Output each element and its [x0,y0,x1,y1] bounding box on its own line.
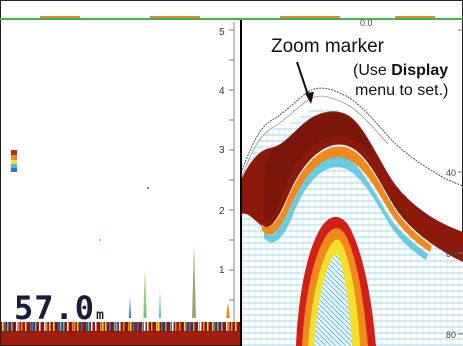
zoom-scale-label: 80 [446,330,456,340]
bottom-echo-stripe [91,322,93,331]
bottom-echo-stripe [72,322,74,331]
bottom-echo-stripe [46,322,48,331]
zoom-marker-callout-title: Zoom marker [271,36,384,57]
bottom-echo-stripe [172,322,174,331]
bottom-echo-stripe [86,322,88,331]
zoom-scale-label: 0.0 [360,18,373,28]
bottom-echo-stripe [189,322,191,331]
bottom-echo-stripes [2,322,237,331]
bottom-echo-stripe [30,322,32,331]
bottom-echo-stripe [175,322,177,331]
bottom-echo-stripe [53,322,55,331]
depth-unit: m [96,308,105,323]
bottom-echo-stripe [18,322,20,331]
zoom-marker-line [241,87,463,187]
bottom-echo-stripe [137,322,139,331]
bottom-echo-stripe [63,322,65,331]
zoom-marker-arrow-icon [296,61,314,104]
bottom-echo-stripe [11,322,13,331]
bottom-echo-stripe [74,322,76,331]
bottom-echo-stripe [25,322,27,331]
bottom-echo-stripe [58,322,60,331]
bottom-echo-stripe [200,322,202,331]
bottom-echo-band [1,322,241,345]
zoom-scale-ticks [458,29,463,335]
bottom-echo-stripe [179,322,181,331]
bottom-echo-stripe [147,322,149,331]
zoom-marker-callout-line2: menu to set.) [355,82,449,99]
bottom-echo-stripe [123,322,125,331]
bottom-echo-stripe [60,322,62,331]
bottom-echo-stripe [4,322,6,331]
bottom-echo-stripe [81,322,83,331]
zoom-scale-label: 60 [446,249,456,259]
zoom-scale-label: 40 [446,168,456,178]
history-pane: 5 4 3 2 1 [1,22,241,345]
bottom-echo-stripe [217,322,219,331]
bottom-echo-stripe [151,322,153,331]
fish-echoes [99,187,230,318]
history-scale-ticks [229,29,234,301]
history-scale-label: 2 [219,206,225,217]
bottom-echo-stripe [165,322,167,331]
depth-value: 57.0 [14,289,96,327]
surface-clutter [40,16,435,18]
bottom-echo-stripe [39,322,41,331]
bottom-echo-stripe [116,322,118,331]
bottom-echo-stripe [2,322,4,331]
bottom-echo-stripe [158,322,160,331]
bottom-echo-stripe [142,322,144,331]
bottom-echo-stripe [35,322,37,331]
bottom-echo-stripe [186,322,188,331]
history-scale-label: 5 [219,27,225,38]
bottom-echo-stripe [67,322,69,331]
bottom-echo-stripe [214,322,216,331]
bottom-echo-stripe [21,322,23,331]
bottom-echo-stripe [49,322,51,331]
bottom-echo-stripe [130,322,132,331]
bottom-echo-stripe [161,322,163,331]
callout-display-keyword: Display [391,62,449,79]
bottom-echo-stripe [184,322,186,331]
bottom-echo-stripe [109,322,111,331]
bottom-echo-stripe [16,322,18,331]
bottom-echo-stripe [221,322,223,331]
bottom-echo-stripe [133,322,135,331]
bottom-echo-stripe [235,322,237,331]
bottom-echo-stripe [156,322,158,331]
bottom-echo-stripe [32,322,34,331]
bottom-echo-stripe [226,322,228,331]
callout-prefix: (Use [353,62,392,79]
bottom-echo-stripe [100,322,102,331]
color-scale-bar [11,150,17,172]
bottom-echo-stripe [207,322,209,331]
bottom-echo-stripe [119,322,121,331]
bottom-echo-stripe [102,322,104,331]
bottom-echo-stripe [170,322,172,331]
bottom-echo-stripe [7,322,9,331]
zoom-pane: 0.0 40 60 80 [241,18,463,346]
bottom-echo-stripe [203,322,205,331]
bottom-echo-stripe [44,322,46,331]
bottom-echo-stripe [193,322,195,331]
bottom-echo-stripe [77,322,79,331]
bottom-echo-stripe [88,322,90,331]
bottom-echo-stripe [105,322,107,331]
bottom-echo-stripe [228,322,230,331]
bottom-echo-stripe [95,322,97,331]
bottom-echo-stripe [231,322,233,331]
bottom-echo-stripe [144,322,146,331]
zoom-marker-callout-line1: (Use Display [353,62,448,80]
bottom-echo-stripe [128,322,130,331]
bottom-echo-stripe [198,322,200,331]
bottom-echo-stripe [114,322,116,331]
history-scale-label: 4 [219,86,225,97]
bottom-echo-stripe [212,322,214,331]
history-scale-label: 1 [219,265,225,276]
history-scale-label: 3 [219,145,225,156]
depth-readout: 57.0m [14,292,105,324]
